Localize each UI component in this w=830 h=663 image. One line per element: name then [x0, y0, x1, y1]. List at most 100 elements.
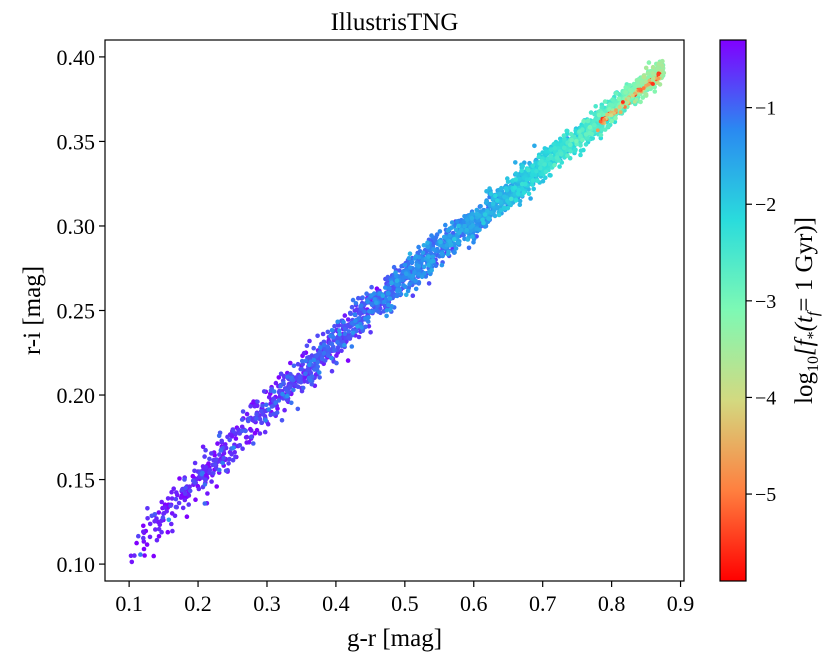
- scatter-point: [482, 212, 488, 217]
- scatter-point: [362, 309, 367, 315]
- scatter-point: [173, 504, 179, 510]
- scatter-point: [134, 540, 139, 546]
- scatter-point: [254, 416, 259, 421]
- scatter-point: [384, 313, 389, 319]
- scatter-point: [561, 133, 567, 138]
- scatter-point: [413, 286, 419, 292]
- scatter-point: [447, 233, 453, 238]
- scatter-point: [342, 313, 348, 318]
- scatter-point: [304, 343, 310, 349]
- scatter-point: [568, 142, 573, 147]
- scatter-point: [353, 301, 359, 306]
- scatter-point: [517, 198, 523, 204]
- scatter-point: [229, 452, 234, 457]
- scatter-point: [329, 341, 335, 347]
- scatter-point: [646, 60, 652, 65]
- scatter-point: [307, 338, 312, 344]
- scatter-point: [281, 380, 286, 386]
- colorbar-tick-label: −4: [755, 387, 776, 409]
- scatter-point: [262, 429, 268, 435]
- scatter-point: [349, 304, 355, 310]
- scatter-point: [455, 219, 460, 224]
- scatter-point: [660, 73, 664, 78]
- scatter-point: [141, 523, 146, 529]
- scatter-point: [273, 400, 279, 406]
- scatter-point: [513, 198, 519, 203]
- scatter-point: [466, 245, 472, 251]
- scatter-point: [585, 118, 591, 124]
- scatter-point: [407, 281, 412, 287]
- scatter-point: [530, 182, 535, 187]
- scatter-point: [429, 259, 435, 264]
- scatter-point: [263, 418, 269, 423]
- scatter-point: [634, 97, 639, 102]
- scatter-point: [307, 377, 313, 383]
- scatter-point: [609, 118, 614, 124]
- scatter-point: [536, 154, 542, 160]
- colorbar: [719, 39, 747, 582]
- scatter-point: [252, 403, 257, 409]
- scatter-point: [591, 118, 596, 124]
- scatter-point: [568, 131, 574, 137]
- scatter-point: [386, 302, 391, 308]
- scatter-point: [662, 71, 667, 75]
- scatter-point: [200, 470, 205, 476]
- scatter-point: [271, 411, 277, 417]
- scatter-point: [289, 400, 294, 406]
- scatter-point: [421, 264, 427, 270]
- scatter-point: [478, 204, 483, 209]
- scatter-point: [623, 90, 628, 95]
- colorbar-ticks: −1 −2 −3 −4 −5: [746, 98, 776, 506]
- scatter-point: [478, 209, 483, 214]
- scatter-point: [437, 229, 443, 234]
- scatter-point: [587, 130, 592, 136]
- scatter-point: [543, 149, 549, 154]
- scatter-point: [339, 348, 344, 354]
- scatter-point: [557, 164, 562, 169]
- scatter-point: [445, 228, 451, 233]
- scatter-point: [643, 92, 649, 97]
- scatter-point: [503, 186, 509, 191]
- scatter-point: [187, 484, 192, 490]
- scatter-point: [412, 270, 417, 275]
- scatter-point: [505, 205, 511, 211]
- scatter-point: [226, 461, 231, 466]
- scatter-point: [182, 491, 188, 497]
- scatter-point: [276, 375, 282, 380]
- scatter-point: [168, 503, 173, 509]
- scatter-point: [609, 103, 615, 108]
- scatter-point: [569, 137, 574, 143]
- scatter-point: [200, 444, 206, 450]
- y-axis-title: r-i [mag]: [19, 266, 46, 355]
- scatter-point: [530, 172, 535, 177]
- scatter-point: [369, 301, 375, 307]
- scatter-point: [138, 552, 143, 557]
- scatter-point: [363, 324, 368, 330]
- scatter-point: [342, 331, 348, 337]
- scatter-point: [282, 407, 287, 413]
- scatter-point: [231, 429, 236, 434]
- scatter-point: [426, 254, 431, 259]
- scatter-point: [266, 407, 272, 412]
- scatter-point: [636, 83, 641, 89]
- y-tick-label: 0.10: [57, 552, 96, 577]
- scatter-point: [643, 65, 649, 71]
- scatter-point: [335, 345, 341, 350]
- scatter-point: [651, 82, 655, 86]
- scatter-point: [190, 478, 196, 484]
- scatter-point: [623, 85, 628, 90]
- scatter-point: [335, 340, 340, 345]
- scatter-point: [369, 293, 374, 298]
- scatter-point: [353, 318, 358, 324]
- scatter-point: [314, 353, 320, 359]
- scatter-point: [457, 230, 462, 236]
- scatter-point: [156, 534, 162, 539]
- scatter-point: [366, 309, 372, 314]
- scatter-point: [298, 374, 303, 379]
- scatter-point: [426, 262, 431, 268]
- scatter-point: [413, 254, 419, 259]
- scatter-point: [539, 158, 544, 164]
- scatter-point: [255, 399, 260, 405]
- scatter-point: [592, 122, 597, 128]
- scatter-point: [531, 186, 536, 192]
